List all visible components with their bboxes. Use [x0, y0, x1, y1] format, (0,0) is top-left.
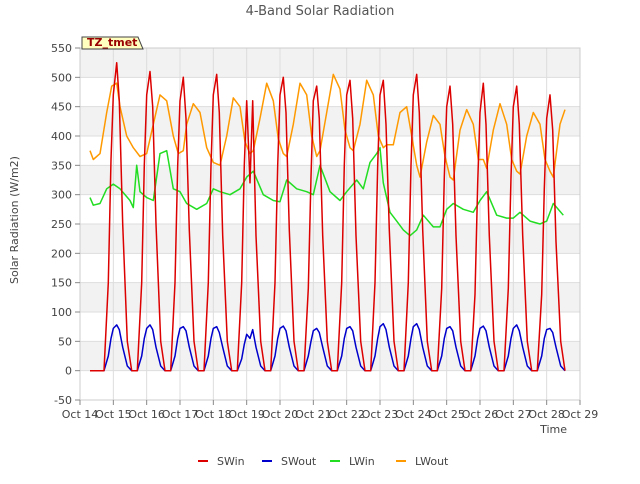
plot-band	[80, 224, 580, 254]
x-tick-label: Oct 28	[528, 408, 565, 421]
x-tick-label: Oct 26	[462, 408, 499, 421]
legend-label-lwin: LWin	[349, 455, 375, 468]
y-tick-label: 500	[51, 71, 72, 84]
series-layer	[89, 61, 566, 372]
y-tick-label: 50	[58, 335, 72, 348]
x-tick-label: Oct 20	[262, 408, 299, 421]
x-tick-label: Oct 18	[195, 408, 232, 421]
x-tick-label: Oct 15	[95, 408, 132, 421]
y-tick-label: 300	[51, 189, 72, 202]
plot-band	[80, 282, 580, 312]
y-tick-label: -50	[54, 394, 72, 407]
x-tick-label: Oct 29	[562, 408, 599, 421]
y-tick-label: 450	[51, 101, 72, 114]
y-tick-label: 400	[51, 130, 72, 143]
x-tick-label: Oct 21	[295, 408, 332, 421]
legend-label-swin: SWin	[217, 455, 245, 468]
plot-bands	[80, 48, 580, 400]
plot-band	[80, 370, 580, 400]
y-tick-label: 350	[51, 159, 72, 172]
y-axis-ticks: -50 0 50 100 150 200 250 300 350 400 450 500 550	[51, 42, 80, 407]
plot-band	[80, 136, 580, 166]
y-axis-label: Solar Radiation (W/m2)	[8, 156, 21, 284]
x-tick-label: Oct 17	[162, 408, 199, 421]
y-tick-label: 550	[51, 42, 72, 55]
annotation-label: TZ_tmet	[87, 36, 137, 49]
x-tick-label: Oct 16	[128, 408, 165, 421]
plot-band	[80, 253, 580, 283]
annotation-box: TZ_tmet	[81, 36, 144, 50]
y-tick-label: 150	[51, 277, 72, 290]
plot-band	[80, 194, 580, 224]
y-tick-label: 250	[51, 218, 72, 231]
x-axis-label: Time	[539, 423, 567, 436]
x-tick-label: Oct 25	[428, 408, 465, 421]
x-tick-label: Oct 14	[62, 408, 99, 421]
plot-band	[80, 312, 580, 342]
x-tick-label: Oct 19	[228, 408, 265, 421]
series-line-swin	[90, 61, 566, 372]
legend-label-swout: SWout	[281, 455, 317, 468]
legend-label-lwout: LWout	[415, 455, 449, 468]
annotation-box-shape	[81, 36, 144, 50]
legend: SWin SWout LWin LWout	[198, 455, 449, 468]
chart-title: 4-Band Solar Radiation	[246, 4, 395, 19]
x-tick-label: Oct 24	[395, 408, 432, 421]
x-tick-label: Oct 22	[328, 408, 365, 421]
plot-band	[80, 106, 580, 136]
plot-band	[80, 48, 580, 78]
x-tick-label: Oct 27	[495, 408, 532, 421]
y-tick-label: 200	[51, 247, 72, 260]
y-tick-label: 100	[51, 306, 72, 319]
x-tick-label: Oct 23	[362, 408, 399, 421]
y-tick-label: 0	[65, 365, 72, 378]
